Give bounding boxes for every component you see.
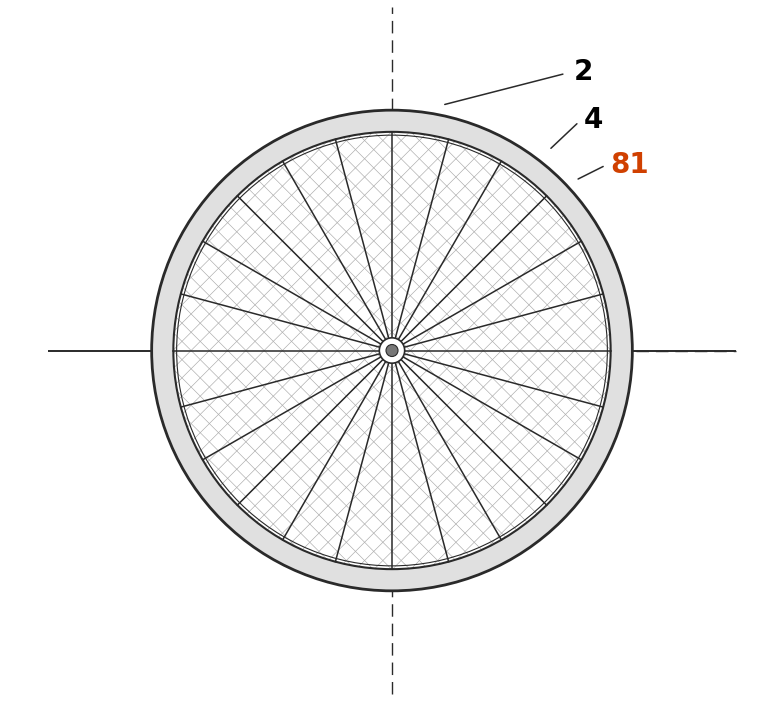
Text: 4: 4: [584, 106, 604, 134]
Circle shape: [151, 110, 633, 591]
Circle shape: [173, 132, 611, 569]
Text: 81: 81: [611, 151, 649, 179]
Circle shape: [386, 344, 398, 357]
Circle shape: [379, 338, 405, 363]
Circle shape: [173, 132, 611, 569]
Text: 2: 2: [574, 57, 593, 86]
